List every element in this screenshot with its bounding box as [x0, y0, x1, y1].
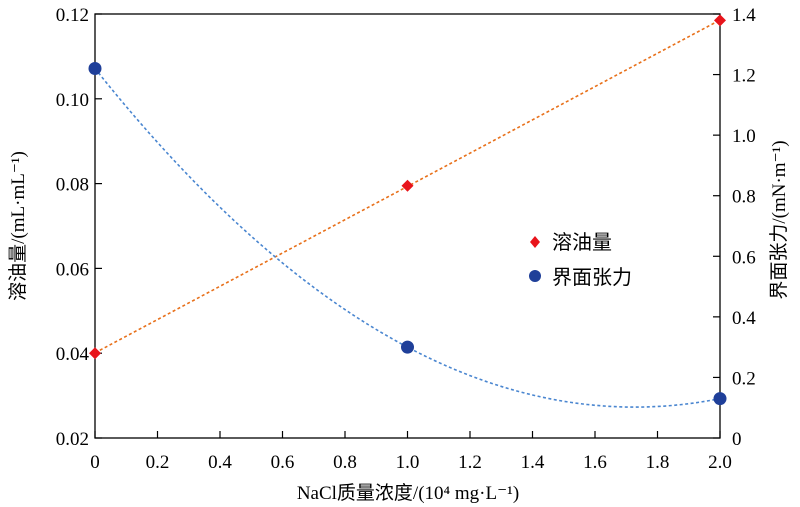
oil-volume-point	[714, 14, 726, 27]
left-y-tick-label: 0.06	[56, 259, 89, 280]
interfacial-tension-point	[713, 392, 727, 406]
x-tick-label: 1.0	[396, 452, 420, 473]
plot-frame	[94, 13, 721, 439]
right-y-tick-label: 0	[732, 429, 742, 450]
left-y-axis-title: 溶油量/(mL·mL⁻¹)	[7, 151, 29, 301]
plot-area-border	[94, 13, 721, 439]
x-tick-label: 1.2	[458, 452, 482, 473]
left-y-tick-label: 0.02	[56, 429, 89, 450]
left-y-tick-label: 0.08	[56, 175, 89, 196]
right-y-axis-ticks: 0 0.2 0.4 0.6 0.8 1.0 1.2 1.4	[713, 5, 756, 450]
left-y-tick-label: 0.12	[56, 5, 89, 26]
right-y-tick-label: 0.2	[732, 368, 756, 389]
right-y-tick-label: 1.4	[732, 5, 756, 26]
x-tick-label: 1.4	[521, 452, 545, 473]
x-axis-ticks: 0 0.2 0.4 0.6 0.8 1.0 1.2 1.4 1.6 1.8 2.0	[90, 431, 732, 473]
oil-volume-point	[401, 179, 414, 192]
x-tick-label: 0	[90, 452, 100, 473]
legend-marker-interfacial-tension	[529, 270, 541, 282]
legend-marker-oil-volume	[530, 236, 540, 248]
right-y-tick-label: 1.0	[732, 126, 756, 147]
x-tick-label: 1.8	[646, 452, 670, 473]
left-y-tick-label: 0.10	[56, 90, 89, 111]
right-y-tick-label: 0.8	[732, 187, 756, 208]
left-y-axis-ticks: 0.02 0.04 0.06 0.08 0.10 0.12	[56, 5, 102, 450]
right-y-tick-label: 0.6	[732, 247, 756, 268]
oil-volume-point	[89, 347, 101, 360]
x-axis-title: NaCl质量浓度/(10⁴ mg·L⁻¹)	[297, 482, 519, 504]
legend-label-oil-volume: 溶油量	[552, 231, 612, 254]
interfacial-tension-point	[401, 340, 414, 354]
x-tick-label: 0.2	[146, 452, 170, 473]
legend: 溶油量 界面张力	[529, 231, 632, 289]
interfacial-tension-point	[88, 62, 102, 76]
right-y-tick-label: 1.2	[732, 66, 756, 87]
x-tick-label: 0.6	[271, 452, 295, 473]
x-tick-label: 0.8	[333, 452, 357, 473]
right-y-axis-title: 界面张力/(mN·m⁻¹)	[768, 140, 790, 299]
x-tick-label: 1.6	[583, 452, 607, 473]
legend-label-interfacial-tension: 界面张力	[552, 266, 632, 289]
right-y-tick-label: 0.4	[732, 308, 756, 329]
interfacial-tension-fit-line	[94, 68, 721, 408]
x-tick-label: 2.0	[708, 452, 732, 473]
left-y-tick-label: 0.04	[56, 344, 90, 365]
x-tick-label: 0.4	[208, 452, 232, 473]
data-markers	[88, 14, 727, 406]
